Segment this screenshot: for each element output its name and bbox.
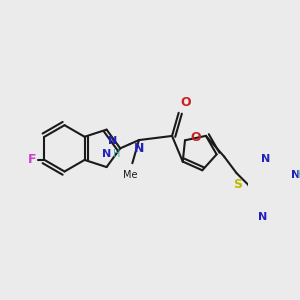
Text: F: F [28,153,36,167]
Text: N: N [261,154,270,164]
Text: N: N [102,149,111,159]
Text: S: S [233,178,242,191]
Text: H: H [297,170,300,180]
Text: N: N [134,142,144,155]
Text: N: N [258,212,267,222]
Text: N: N [291,170,300,180]
Text: Me: Me [123,170,138,180]
Text: H: H [113,149,121,159]
Text: N: N [108,136,118,146]
Text: O: O [190,131,201,144]
Text: O: O [180,96,191,109]
